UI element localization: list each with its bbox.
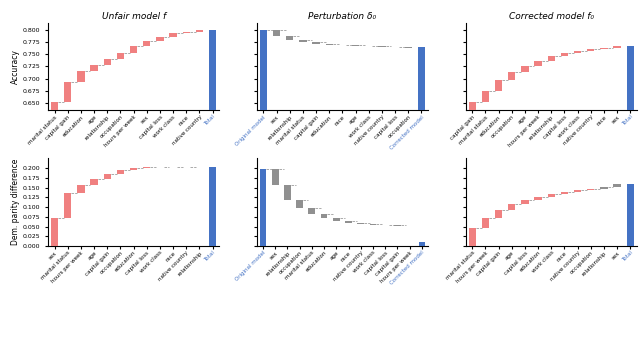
Bar (587, 189, 595, 190)
Bar (508, 72, 515, 80)
Bar (209, 30, 216, 349)
Bar (495, 80, 502, 91)
Bar (521, 200, 529, 205)
Bar (143, 41, 150, 46)
Bar (130, 168, 137, 170)
Bar (613, 184, 621, 187)
Bar (209, 168, 216, 246)
Bar (482, 218, 489, 228)
Bar (64, 193, 72, 218)
Bar (352, 45, 359, 46)
Bar (561, 53, 568, 56)
Bar (357, 223, 364, 224)
Bar (345, 221, 352, 223)
Bar (326, 44, 333, 45)
Bar (534, 197, 541, 200)
Bar (418, 47, 425, 349)
Bar (574, 190, 581, 192)
Bar (286, 36, 293, 40)
Bar (284, 185, 291, 200)
Title: Unfair model f: Unfair model f (102, 12, 166, 21)
Bar (308, 208, 315, 214)
Bar (627, 46, 634, 349)
Bar (370, 224, 376, 225)
Bar (260, 30, 267, 349)
Bar (273, 30, 280, 36)
Bar (561, 192, 568, 194)
Bar (170, 34, 177, 37)
Y-axis label: Dem. parity difference: Dem. parity difference (11, 159, 20, 245)
Bar (182, 32, 190, 34)
Y-axis label: Accuracy: Accuracy (11, 49, 20, 84)
Bar (600, 48, 607, 50)
Bar (495, 210, 502, 218)
Bar (613, 46, 621, 48)
Bar (521, 66, 529, 72)
Bar (77, 71, 84, 82)
Bar (130, 46, 137, 53)
Bar (321, 214, 328, 218)
Bar (51, 218, 58, 246)
Bar (296, 200, 303, 208)
Bar (468, 103, 476, 349)
Title: Corrected model f₀: Corrected model f₀ (509, 12, 594, 21)
Bar (548, 194, 555, 197)
Bar (482, 91, 489, 103)
Bar (333, 218, 340, 221)
Bar (627, 184, 634, 246)
Bar (419, 242, 425, 246)
Bar (312, 42, 320, 44)
Bar (64, 82, 72, 103)
Bar (548, 56, 555, 61)
Bar (508, 205, 515, 210)
Bar (104, 59, 111, 65)
Bar (104, 174, 111, 179)
Bar (90, 179, 98, 185)
Bar (196, 30, 203, 32)
Bar (300, 40, 307, 42)
Bar (156, 37, 164, 41)
Bar (468, 228, 476, 246)
Title: Perturbation δ₀: Perturbation δ₀ (308, 12, 376, 21)
Bar (77, 185, 84, 193)
Bar (574, 51, 581, 53)
Bar (116, 53, 124, 59)
Bar (90, 65, 98, 71)
Bar (260, 169, 266, 246)
Bar (272, 169, 278, 185)
Bar (587, 50, 595, 51)
Bar (534, 61, 541, 66)
Bar (392, 46, 399, 47)
Bar (394, 225, 401, 226)
Bar (116, 170, 124, 174)
Bar (51, 103, 58, 349)
Bar (600, 187, 607, 189)
